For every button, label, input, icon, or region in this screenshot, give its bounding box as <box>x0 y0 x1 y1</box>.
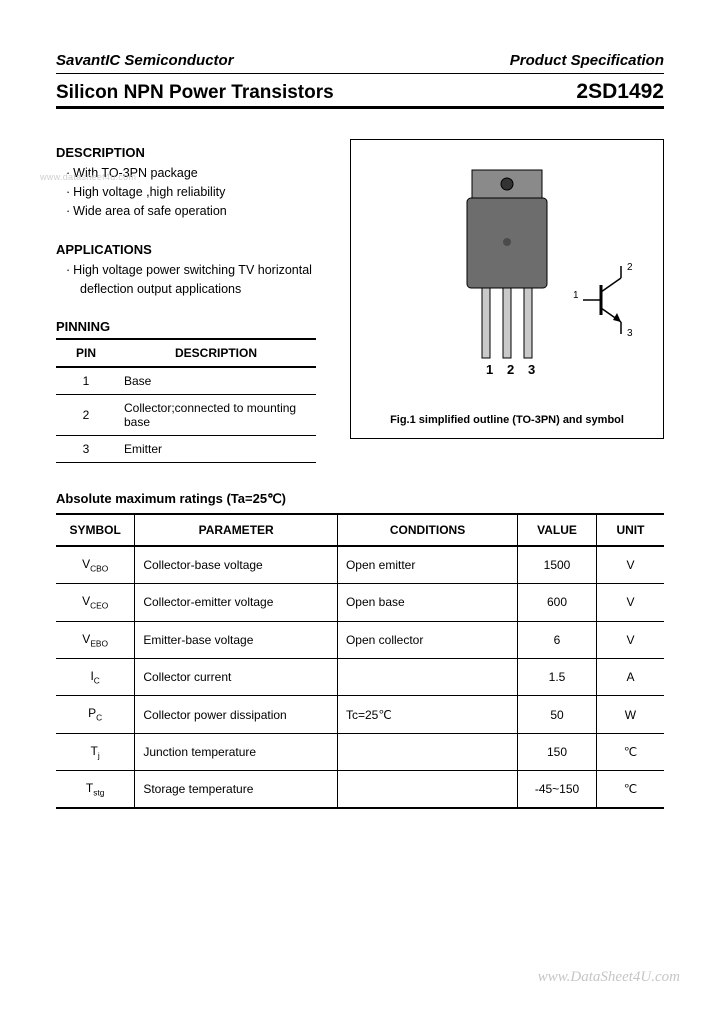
cell-conditions <box>337 658 517 695</box>
cell-conditions: Open collector <box>337 621 517 658</box>
table-row: VCEOCollector-emitter voltageOpen base60… <box>56 584 664 621</box>
list-item: High voltage ,high reliability <box>66 183 336 202</box>
col-header: SYMBOL <box>56 514 135 546</box>
list-item: Wide area of safe operation <box>66 202 336 221</box>
list-item-cont: deflection output applications <box>66 280 336 299</box>
cell-desc: Base <box>116 367 316 395</box>
col-header: UNIT <box>596 514 664 546</box>
cell-unit: W <box>596 696 664 733</box>
cell-desc: Emitter <box>116 435 316 462</box>
svg-text:2: 2 <box>507 362 514 377</box>
applications-list: High voltage power switching TV horizont… <box>56 261 336 299</box>
svg-text:3: 3 <box>528 362 535 377</box>
svg-text:2: 2 <box>627 262 633 273</box>
figure-box: 1 2 3 2 1 3 Fig.1 simplified outline ( <box>350 139 664 439</box>
cell-unit: ℃ <box>596 733 664 770</box>
cell-parameter: Collector-emitter voltage <box>135 584 338 621</box>
cell-pin: 2 <box>56 394 116 435</box>
cell-unit: V <box>596 621 664 658</box>
svg-text:3: 3 <box>627 328 633 339</box>
cell-value: 600 <box>518 584 597 621</box>
ratings-heading: Absolute maximum ratings (Ta=25℃) <box>56 491 664 507</box>
pinning-heading: PINNING <box>56 319 336 334</box>
cell-conditions: Open emitter <box>337 546 517 584</box>
cell-conditions: Tc=25℃ <box>337 696 517 733</box>
cell-parameter: Collector-base voltage <box>135 546 338 584</box>
pinning-table: PIN DESCRIPTION 1Base2Collector;connecte… <box>56 338 316 463</box>
divider-thick <box>56 106 664 109</box>
cell-symbol: VCBO <box>56 546 135 584</box>
package-diagram: 1 2 3 <box>442 160 572 380</box>
cell-value: 6 <box>518 621 597 658</box>
description-heading: DESCRIPTION <box>56 145 336 160</box>
part-number: 2SD1492 <box>576 80 664 104</box>
cell-value: 50 <box>518 696 597 733</box>
cell-value: 1500 <box>518 546 597 584</box>
cell-unit: ℃ <box>596 771 664 809</box>
applications-heading: APPLICATIONS <box>56 242 336 257</box>
list-item: High voltage power switching TV horizont… <box>66 261 336 280</box>
cell-unit: V <box>596 584 664 621</box>
cell-parameter: Collector power dissipation <box>135 696 338 733</box>
col-header: PARAMETER <box>135 514 338 546</box>
cell-symbol: IC <box>56 658 135 695</box>
cell-symbol: PC <box>56 696 135 733</box>
page-title: Silicon NPN Power Transistors <box>56 82 334 104</box>
cell-conditions: Open base <box>337 584 517 621</box>
watermark-text: www.datasheet4u.com <box>40 172 136 182</box>
cell-value: 1.5 <box>518 658 597 695</box>
cell-symbol: Tstg <box>56 771 135 809</box>
cell-unit: A <box>596 658 664 695</box>
cell-conditions <box>337 771 517 809</box>
svg-text:1: 1 <box>573 290 579 301</box>
divider <box>56 73 664 74</box>
cell-pin: 1 <box>56 367 116 395</box>
company-name: SavantIC Semiconductor <box>56 52 234 69</box>
table-row: VCBOCollector-base voltageOpen emitter15… <box>56 546 664 584</box>
watermark-footer: www.DataSheet4U.com <box>538 969 680 986</box>
figure-caption: Fig.1 simplified outline (TO-3PN) and sy… <box>351 414 663 426</box>
cell-symbol: VCEO <box>56 584 135 621</box>
cell-value: 150 <box>518 733 597 770</box>
table-row: 2Collector;connected to mounting base <box>56 394 316 435</box>
cell-conditions <box>337 733 517 770</box>
table-row: 1Base <box>56 367 316 395</box>
cell-parameter: Collector current <box>135 658 338 695</box>
table-row: 3Emitter <box>56 435 316 462</box>
cell-parameter: Emitter-base voltage <box>135 621 338 658</box>
cell-unit: V <box>596 546 664 584</box>
doc-type: Product Specification <box>510 52 664 69</box>
table-row: PCCollector power dissipationTc=25℃50W <box>56 696 664 733</box>
col-header: PIN <box>56 339 116 367</box>
cell-parameter: Storage temperature <box>135 771 338 809</box>
svg-text:1: 1 <box>486 362 493 377</box>
col-header: VALUE <box>518 514 597 546</box>
col-header: CONDITIONS <box>337 514 517 546</box>
col-header: DESCRIPTION <box>116 339 316 367</box>
ratings-table: SYMBOL PARAMETER CONDITIONS VALUE UNIT V… <box>56 513 664 810</box>
cell-value: -45~150 <box>518 771 597 809</box>
cell-symbol: Tj <box>56 733 135 770</box>
cell-parameter: Junction temperature <box>135 733 338 770</box>
cell-pin: 3 <box>56 435 116 462</box>
cell-symbol: VEBO <box>56 621 135 658</box>
table-row: ICCollector current 1.5A <box>56 658 664 695</box>
table-row: TstgStorage temperature -45~150℃ <box>56 771 664 809</box>
cell-desc: Collector;connected to mounting base <box>116 394 316 435</box>
table-row: TjJunction temperature 150℃ <box>56 733 664 770</box>
table-row: VEBOEmitter-base voltageOpen collector6V <box>56 621 664 658</box>
transistor-symbol-icon: 2 1 3 <box>573 260 643 340</box>
